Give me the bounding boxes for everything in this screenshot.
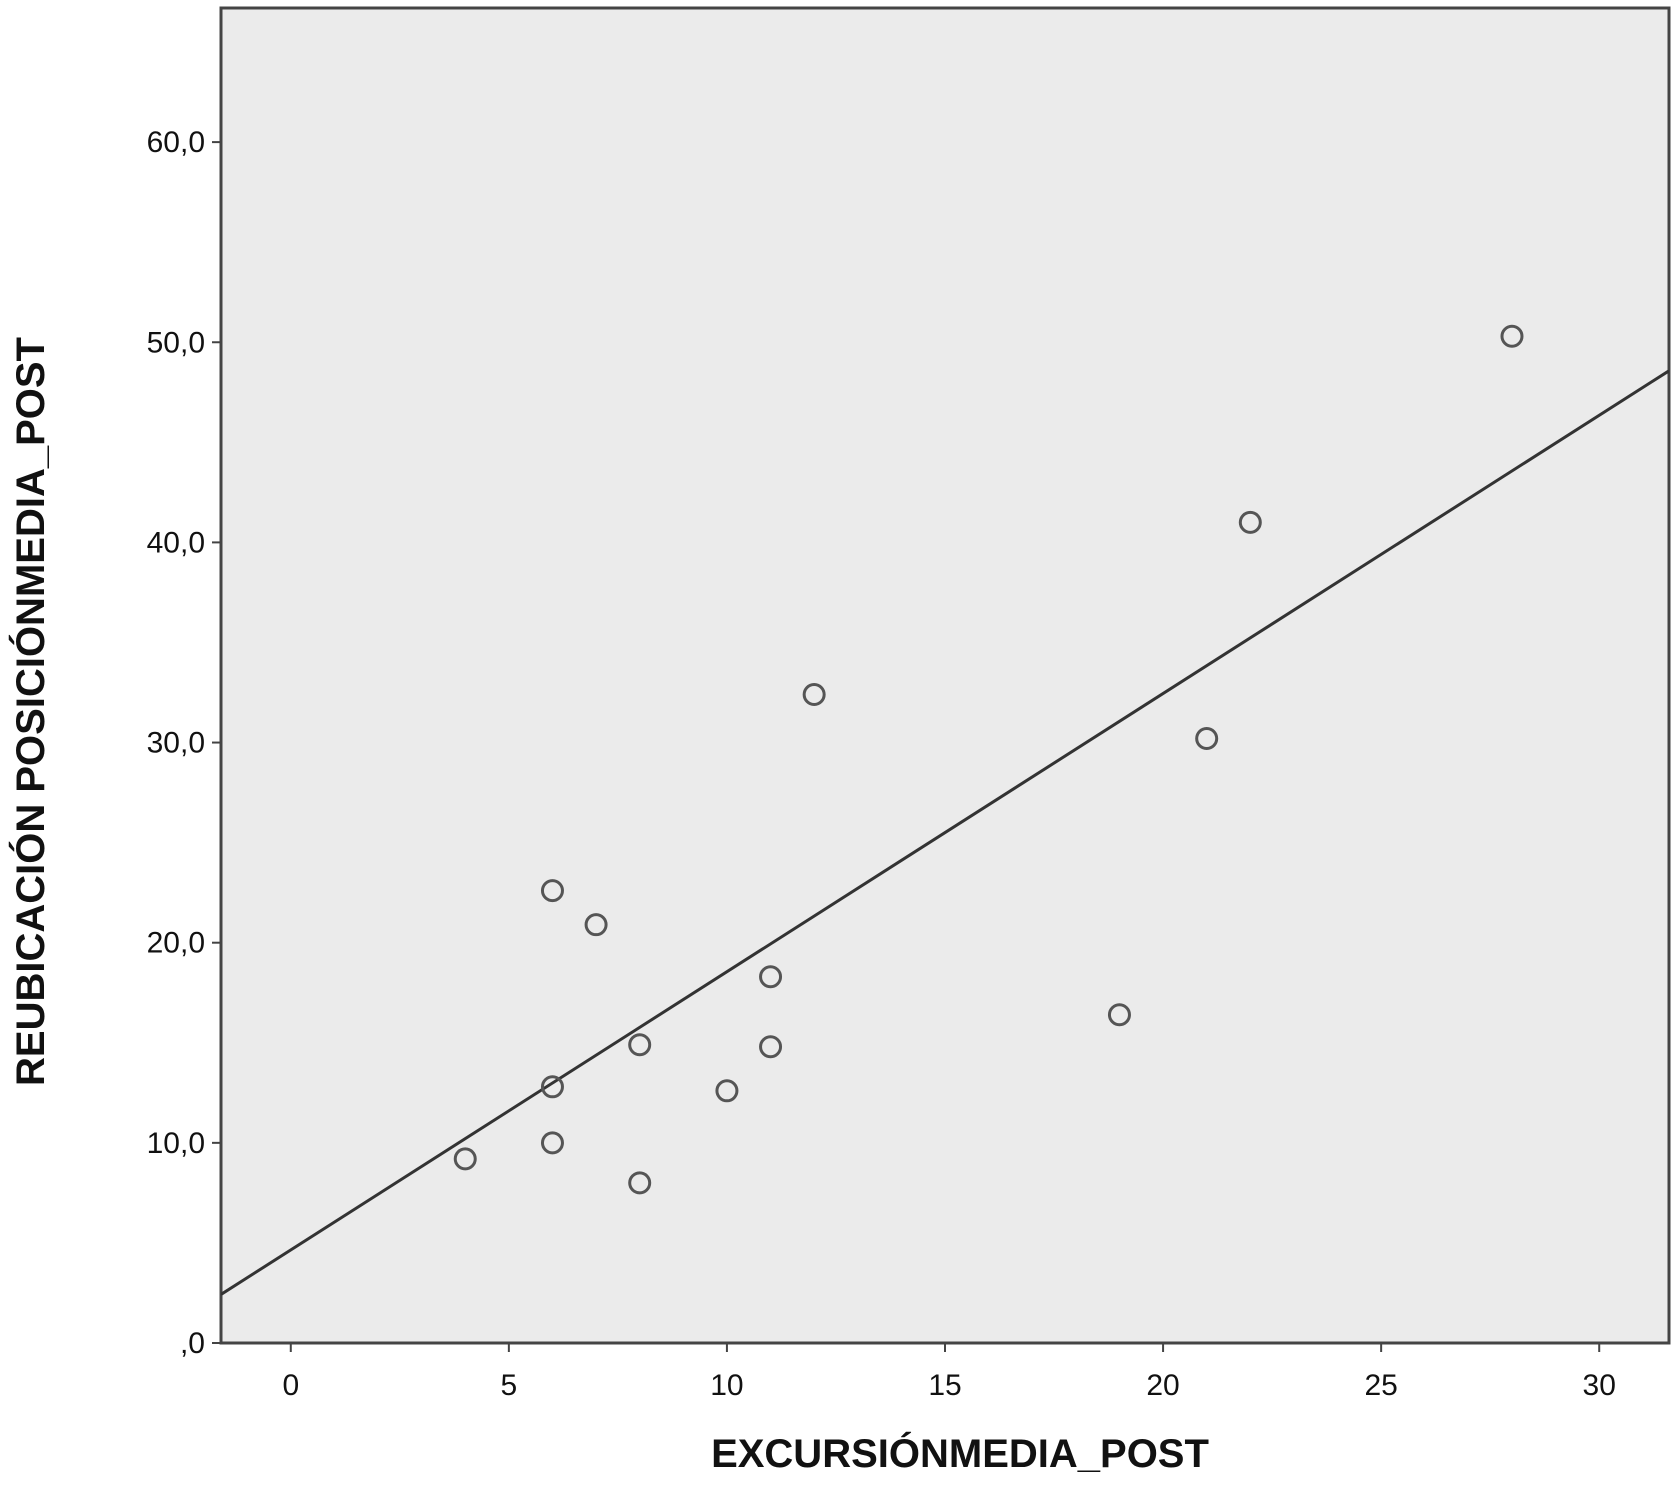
- data-point: [1107, 1003, 1131, 1027]
- y-tick-label: 60,0: [147, 126, 205, 159]
- data-point: [1500, 324, 1524, 348]
- data-point: [540, 879, 564, 903]
- y-tick-label: 30,0: [147, 727, 205, 760]
- y-tick-label: 50,0: [147, 326, 205, 359]
- x-axis: 0 5 10 15 20 25 30: [282, 1343, 1616, 1402]
- x-tick-label: 15: [928, 1369, 961, 1402]
- regression-line: [221, 369, 1669, 1296]
- y-tick-label: 20,0: [147, 927, 205, 960]
- y-axis: ,0 10,0 20,0 30,0 40,0 50,0 60,0: [147, 126, 221, 1360]
- x-axis-title: EXCURSIÓNMEDIA_POST: [711, 1430, 1209, 1476]
- data-point: [540, 1131, 564, 1155]
- y-tick-label: ,0: [180, 1327, 205, 1360]
- data-points: [453, 324, 1524, 1195]
- data-point: [584, 913, 608, 937]
- data-point: [1238, 510, 1262, 534]
- y-tick-label: 40,0: [147, 526, 205, 559]
- x-tick-label: 30: [1583, 1369, 1616, 1402]
- data-point: [1195, 727, 1219, 751]
- data-point: [802, 683, 826, 707]
- plot-area: [219, 6, 1671, 1345]
- x-tick-label: 10: [710, 1369, 743, 1402]
- x-tick-label: 0: [282, 1369, 299, 1402]
- x-tick-label: 25: [1364, 1369, 1397, 1402]
- x-tick-label: 20: [1146, 1369, 1179, 1402]
- data-point: [628, 1171, 652, 1195]
- data-point: [628, 1033, 652, 1057]
- x-tick-label: 5: [501, 1369, 518, 1402]
- fit-line-group: [221, 369, 1669, 1296]
- data-point: [540, 1075, 564, 1099]
- data-point: [453, 1147, 477, 1171]
- y-axis-title: REUBICACIÓN POSICIÓNMEDIA_POST: [7, 337, 53, 1086]
- y-tick-label: 10,0: [147, 1127, 205, 1160]
- data-point: [759, 1035, 783, 1059]
- data-point: [759, 965, 783, 989]
- data-point: [715, 1079, 739, 1103]
